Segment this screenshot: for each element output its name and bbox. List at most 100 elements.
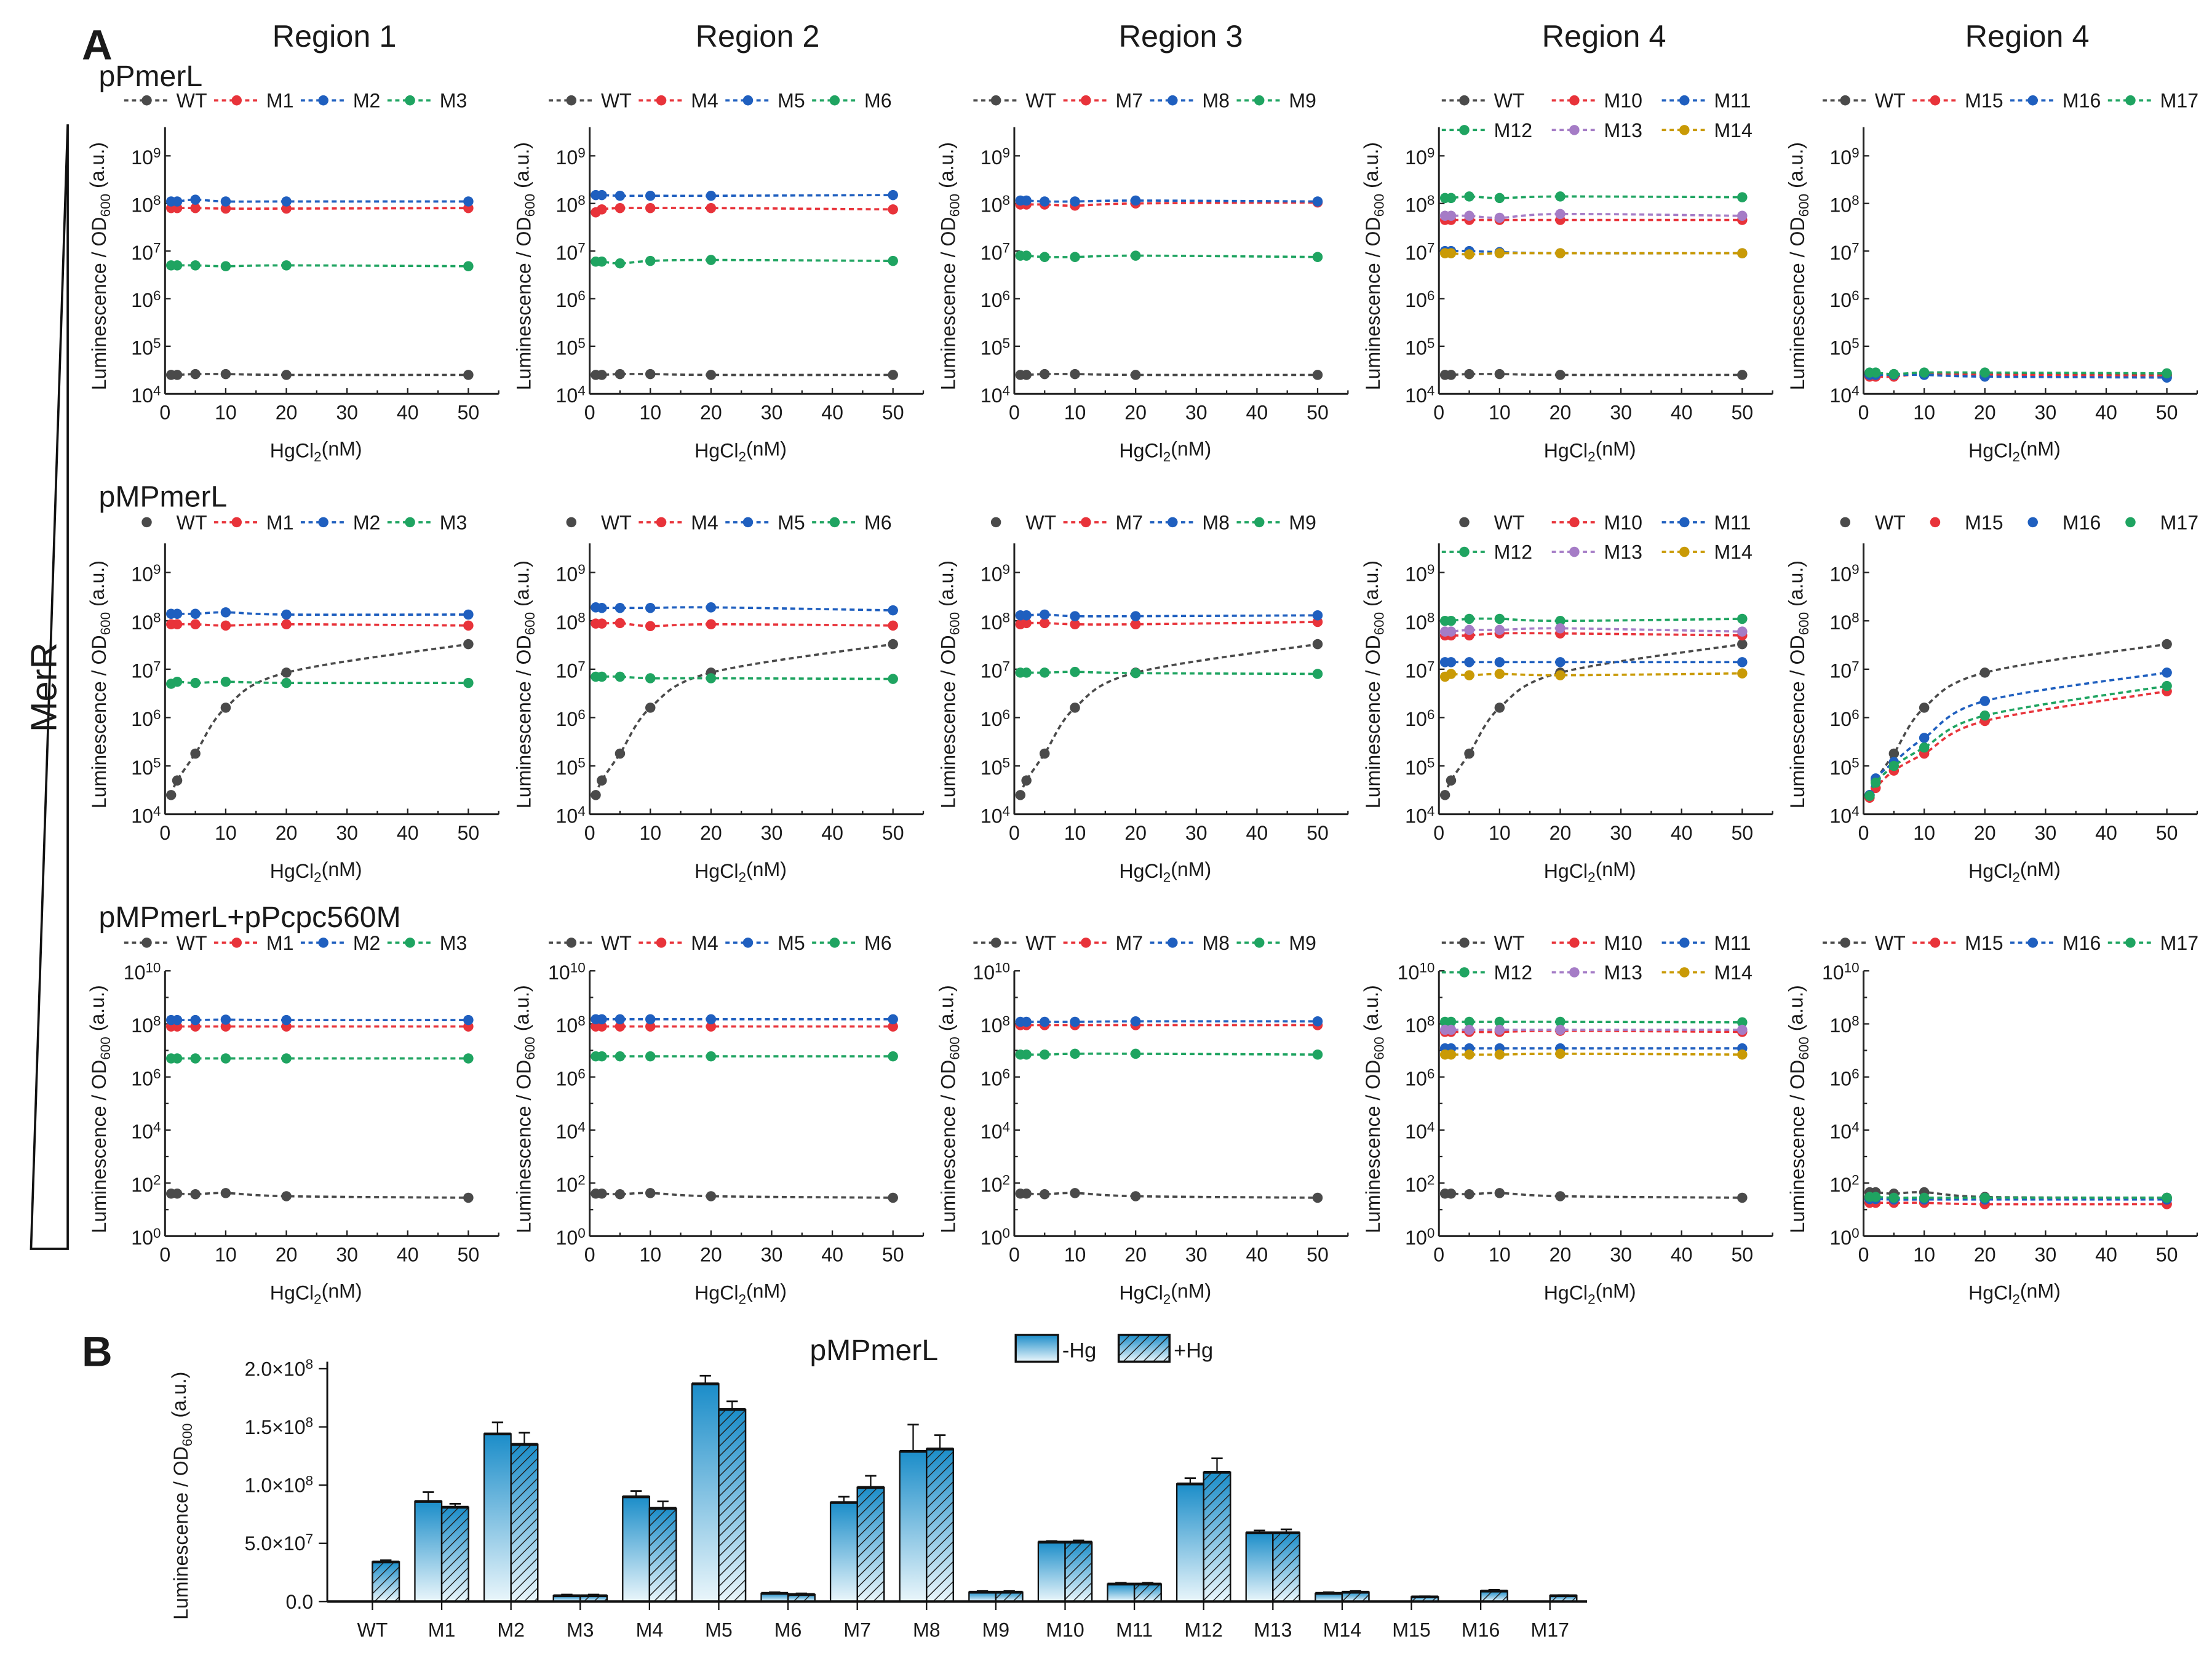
- data-point-M1: [220, 203, 231, 214]
- data-point-M6: [888, 674, 898, 684]
- x-tick-label: M15: [1392, 1619, 1430, 1641]
- series-M6: [591, 671, 898, 684]
- y-tick-label: 106: [1829, 1066, 1859, 1089]
- data-point-WT: [1555, 1191, 1566, 1201]
- x-tick-label: 30: [1185, 1244, 1207, 1266]
- data-point-WT: [463, 639, 474, 650]
- x-axis-label: HgCl2(nM): [1119, 858, 1211, 885]
- series-M3: [165, 1053, 474, 1064]
- x-tick-label: 10: [1489, 401, 1511, 423]
- legend-label: M2: [353, 511, 381, 533]
- y-tick-label: 104: [556, 803, 586, 827]
- legend-label: M11: [1714, 511, 1751, 533]
- data-point-M4: [888, 1021, 898, 1032]
- x-tick-label: M1: [428, 1619, 456, 1641]
- data-point-M8: [1021, 610, 1032, 621]
- data-point-WT: [172, 1189, 183, 1199]
- bar-hatch-M4: [648, 1507, 677, 1603]
- line-chart-1-5: 0 10 20 30 40 50 104 105 106 107 108 109 Luminescenc…: [1784, 90, 2198, 464]
- series-M12: [1439, 191, 1748, 204]
- x-tick-label: 0: [1433, 822, 1444, 844]
- y-tick-label: 102: [131, 1173, 161, 1196]
- y-tick-label: 104: [556, 383, 586, 407]
- legend-marker: [1459, 95, 1470, 106]
- y-tick-label: 106: [981, 707, 1010, 730]
- data-point-M3: [172, 1053, 183, 1064]
- legend-marker: [231, 517, 242, 528]
- legend-marker: [231, 938, 242, 948]
- legend-marker: [318, 95, 328, 106]
- series-M1: [165, 619, 474, 631]
- data-point-M8: [1130, 1016, 1141, 1027]
- legend-label: M4: [691, 511, 718, 533]
- y-tick-label: 108: [131, 1013, 161, 1037]
- series-WT: [1439, 1188, 1748, 1203]
- x-tick-label: M16: [1462, 1619, 1500, 1641]
- legend-marker: [141, 938, 152, 948]
- data-point-M13: [1464, 1024, 1474, 1035]
- data-point-WT: [706, 1191, 717, 1201]
- x-tick-label: 10: [1489, 1244, 1511, 1266]
- series-M6: [591, 1051, 898, 1062]
- legend-item-M8: M8: [1150, 511, 1230, 533]
- legend-label: WT: [1494, 511, 1525, 533]
- bar-hatch-M2: [510, 1443, 539, 1603]
- x-tick-label: 50: [2156, 401, 2178, 423]
- data-point-M5: [706, 1014, 717, 1025]
- legend-label: M16: [2063, 90, 2101, 112]
- x-tick-label: M5: [705, 1619, 733, 1641]
- y-tick-label: 109: [1405, 145, 1434, 169]
- legend-label: M7: [1116, 90, 1144, 112]
- data-point-M4: [888, 620, 898, 631]
- legend-label: M15: [1965, 932, 2003, 954]
- data-point-M5: [597, 602, 607, 613]
- y-tick-label: 106: [1405, 288, 1434, 311]
- data-point-M5: [706, 190, 717, 201]
- y-tick-label: 104: [1405, 1119, 1434, 1142]
- legend-item-WT: WT: [1823, 932, 1906, 954]
- legend-marker: [2027, 938, 2038, 948]
- column-title-5: Region 4: [1965, 18, 2090, 54]
- data-point-WT: [1446, 775, 1457, 786]
- y-tick-label: 100: [131, 1225, 161, 1249]
- data-point-M8: [1039, 1016, 1050, 1027]
- legend-item-WT: WT: [549, 90, 632, 112]
- series-M9: [1015, 666, 1323, 679]
- x-tick-label: M8: [913, 1619, 941, 1641]
- legend-marker: [1569, 546, 1580, 557]
- legend-label: M8: [1202, 932, 1230, 954]
- series-WT: [1015, 368, 1323, 380]
- y-tick-label: 105: [1829, 755, 1859, 779]
- legend-label: WT: [177, 932, 207, 954]
- data-point-WT: [190, 748, 201, 759]
- data-point-M2: [463, 196, 474, 207]
- legend-marker: [1679, 95, 1690, 106]
- data-point-M17: [1871, 778, 1881, 788]
- legend-marker: [566, 938, 577, 948]
- data-point-M4: [645, 1021, 656, 1032]
- y-tick-label: 109: [131, 145, 161, 169]
- legend-label: M14: [1714, 119, 1752, 141]
- legend-item-M14: M14: [1661, 541, 1752, 564]
- x-tick-label: 20: [700, 822, 722, 844]
- legend-label: M16: [2063, 511, 2101, 533]
- legend-item-M14: M14: [1661, 962, 1752, 984]
- legend-marker: [990, 938, 1001, 948]
- legend-marker: [566, 95, 577, 106]
- x-tick-label: M4: [636, 1619, 664, 1641]
- data-point-WT: [1039, 748, 1050, 759]
- x-axis-label: HgCl2(nM): [270, 858, 362, 885]
- data-point-M4: [706, 619, 717, 630]
- data-point-M9: [1312, 669, 1323, 679]
- data-point-M9: [1021, 667, 1032, 678]
- data-point-M2: [281, 609, 292, 620]
- data-point-WT: [1919, 703, 1930, 713]
- bar-M8-minus-hg: [899, 1451, 928, 1603]
- y-axis-label: Luminescence / OD600 (a.u.): [936, 142, 963, 390]
- x-tick-label: 40: [397, 822, 419, 844]
- y-axis-label: Luminescence / OD600 (a.u.): [511, 985, 538, 1233]
- x-axis-label: HgCl2(nM): [1968, 858, 2061, 885]
- y-tick-label: 106: [981, 1066, 1010, 1089]
- x-tick-label: 50: [458, 1244, 480, 1266]
